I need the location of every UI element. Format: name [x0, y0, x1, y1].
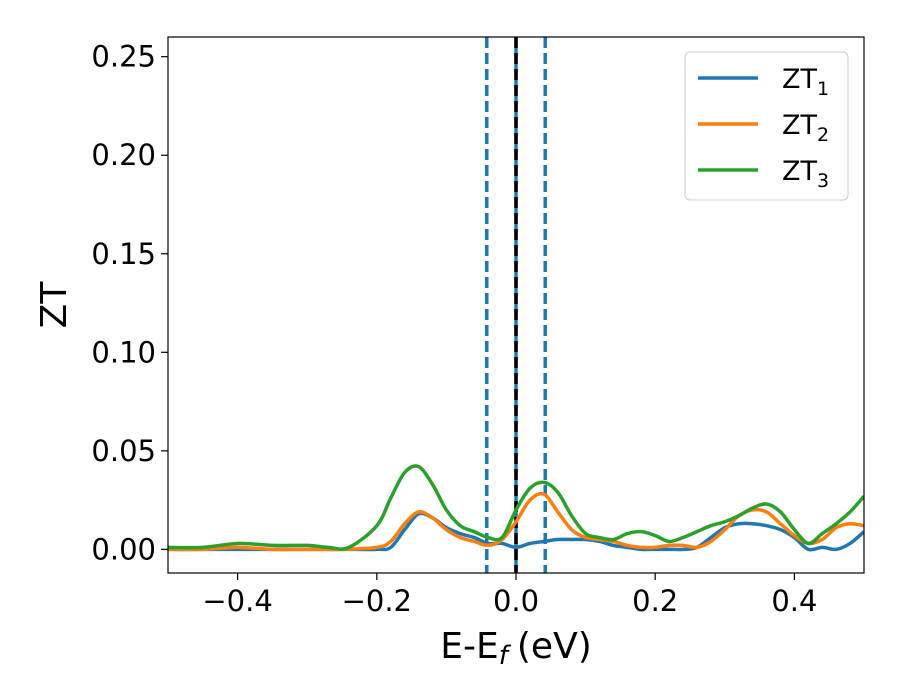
y-tick-label-2: 0.10 — [91, 335, 156, 369]
series-line-zt1 — [168, 511, 864, 552]
y-tick-label-0: 0.00 — [91, 532, 156, 566]
x-tick-label-4: 0.4 — [771, 584, 817, 618]
x-axis-label: E-Ef (eV) — [440, 626, 592, 671]
x-axis-label-unit: (eV) — [517, 626, 592, 667]
y-tick-label-5: 0.25 — [91, 40, 156, 74]
fermi-window-lines — [485, 37, 547, 573]
x-tick-label-1: −0.2 — [342, 584, 412, 618]
y-axis-label: ZT — [34, 281, 75, 329]
series-line-zt3 — [168, 464, 864, 551]
legend-label-zt3: ZT3 — [782, 156, 829, 192]
y-tick-label-3: 0.15 — [91, 237, 156, 271]
x-axis: −0.4 −0.2 0.0 0.2 0.4 — [202, 573, 817, 618]
series-layer — [168, 464, 864, 552]
y-axis: 0.00 0.05 0.10 0.15 0.20 0.25 — [91, 40, 168, 566]
y-tick-label-4: 0.20 — [91, 138, 156, 172]
x-axis-label-subscript: f — [499, 641, 512, 671]
legend-label-zt2: ZT2 — [782, 110, 829, 146]
series-line-zt2 — [168, 491, 864, 552]
x-tick-label-2: 0.0 — [493, 584, 539, 618]
legend-box — [684, 51, 849, 201]
x-tick-label-0: −0.4 — [202, 584, 272, 618]
legend: ZT1 ZT2 ZT3 — [684, 51, 849, 201]
x-tick-label-3: 0.2 — [632, 584, 678, 618]
y-tick-label-1: 0.05 — [91, 434, 156, 468]
legend-label-zt1: ZT1 — [782, 64, 829, 100]
